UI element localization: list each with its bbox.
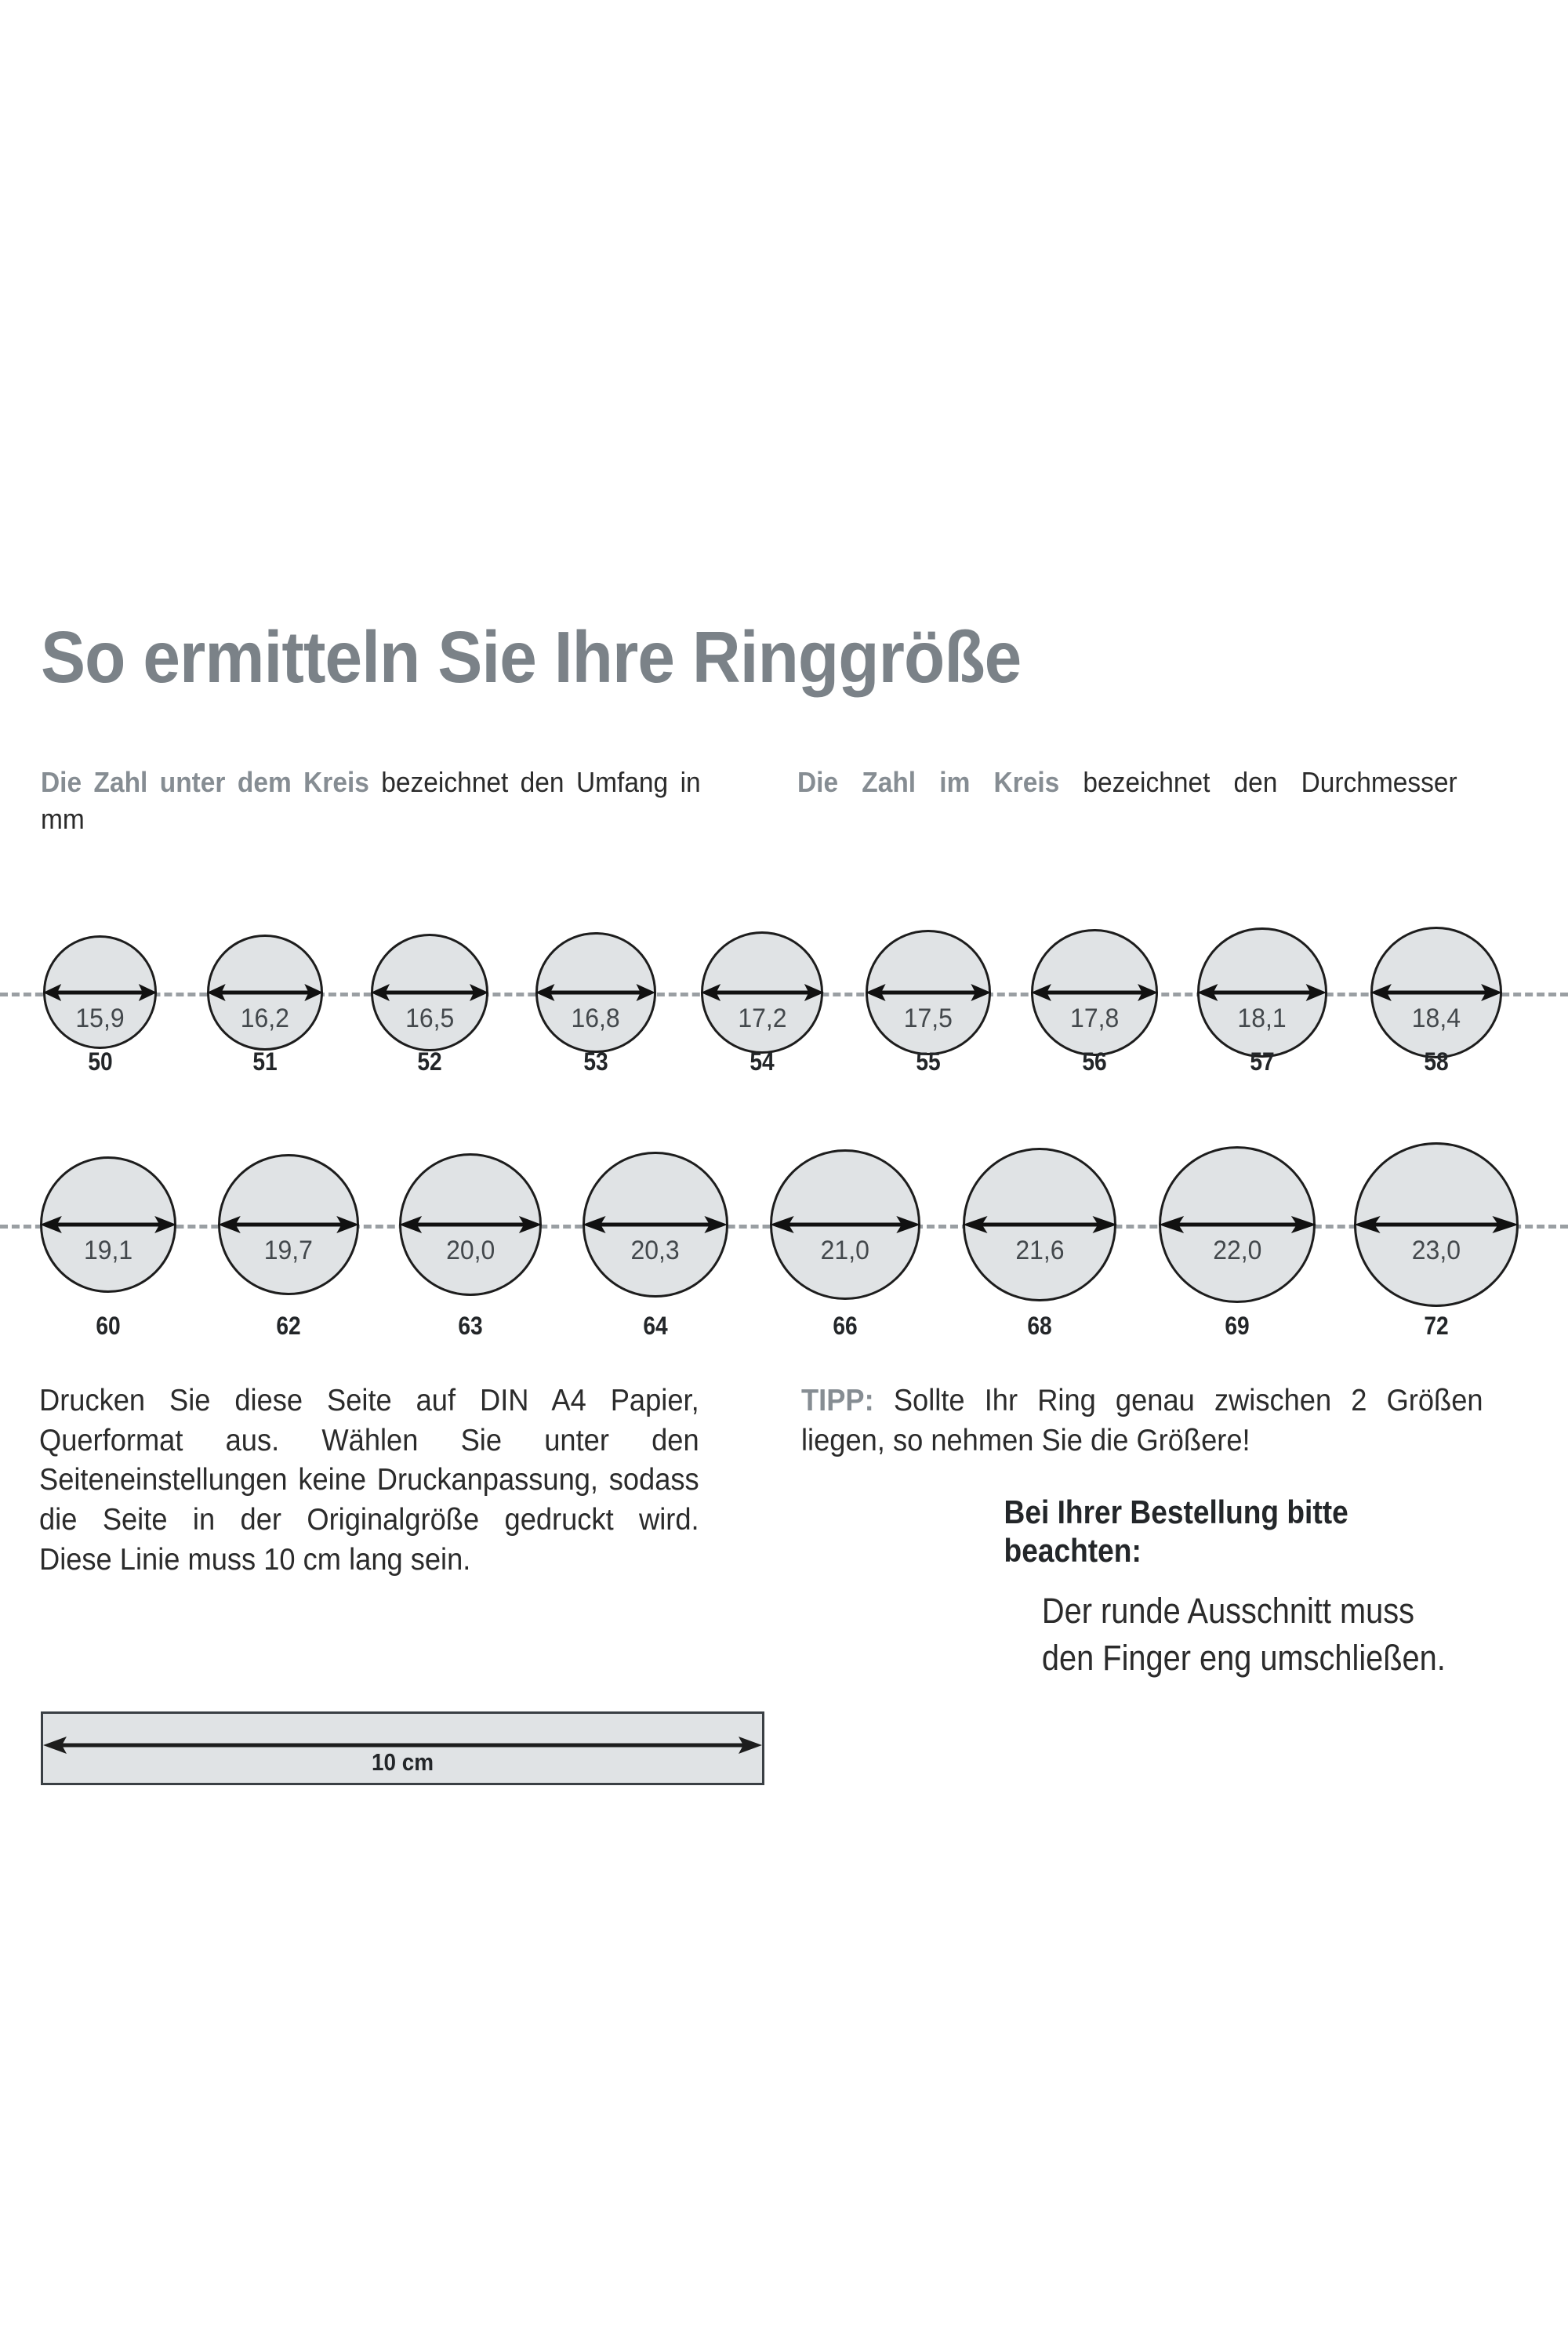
ring-diameter-value: 19,7 [263, 1236, 314, 1265]
ring-diameter-value: 21,0 [820, 1236, 870, 1265]
ring-item: 16,2 51 [0, 894, 1568, 1098]
print-instructions-paragraph-1: Drucken Sie diese Seite auf DIN A4 Papie… [39, 1384, 699, 1537]
ring-diameter-value: 23,0 [1411, 1236, 1461, 1265]
ring-diameter-value: 15,9 [75, 1004, 125, 1033]
ring-diameter-value: 16,8 [571, 1004, 621, 1033]
ten-cm-ruler: 10 cm [41, 1711, 764, 1785]
ruler-label: 10 cm [371, 1748, 434, 1776]
order-note-heading: Bei Ihrer Bestellung bitte beachten: [1004, 1494, 1348, 1570]
ring-item: 18,1 57 [0, 894, 1568, 1098]
ring-item: 17,2 54 [0, 894, 1568, 1098]
ring-size-label: 52 [417, 1047, 442, 1076]
legend-left-rest: bezeichnet den Umfang in mm [41, 766, 701, 835]
ring-row-1: 15,9 50 16,2 51 16,5 52 16,8 53 17,2 54 17,5 55 17,8… [0, 894, 1568, 1098]
ring-diameter-arrow-icon [218, 1215, 360, 1236]
ring-diameter-value: 22,0 [1212, 1236, 1262, 1265]
ring-size-label: 58 [1424, 1047, 1449, 1076]
ring-diameter-arrow-icon [700, 983, 824, 1004]
ring-diameter-value: 17,2 [737, 1004, 787, 1033]
ring-diameter-value: 19,1 [83, 1236, 133, 1265]
ring-diameter-arrow-icon [583, 1215, 728, 1236]
ring-diameter-arrow-icon [1354, 1215, 1519, 1236]
page-title: So ermitteln Sie Ihre Ringgröße [41, 616, 1022, 698]
ring-item: 17,5 55 [0, 894, 1568, 1098]
order-note-body: Der runde Ausschnitt muss den Finger eng… [1041, 1590, 1446, 1679]
ring-size-label: 56 [1082, 1047, 1107, 1076]
ring-size-label: 66 [833, 1312, 858, 1340]
ring-size-label: 68 [1027, 1312, 1052, 1340]
ring-item: 17,8 56 [0, 894, 1568, 1098]
ring-item: 19,1 60 [0, 1113, 1568, 1340]
ring-size-label: 63 [458, 1312, 483, 1340]
ring-size-label: 64 [643, 1312, 668, 1340]
tip-block: TIPP: Sollte Ihr Ring genau zwischen 2 G… [801, 1381, 1483, 1461]
tip-and-order-note: TIPP: Sollte Ihr Ring genau zwischen 2 G… [801, 1381, 1483, 1682]
ring-size-label: 51 [252, 1047, 278, 1076]
legend-right-strong: Die Zahl im Kreis [797, 766, 1060, 798]
ring-size-label: 60 [96, 1312, 121, 1340]
ring-diameter-value: 18,4 [1411, 1004, 1461, 1033]
ring-size-label: 50 [88, 1047, 113, 1076]
ring-item: 19,7 62 [0, 1113, 1568, 1340]
ring-diameter-arrow-icon [370, 983, 488, 1004]
ring-diameter-arrow-icon [1197, 983, 1327, 1004]
tip-label: TIPP: [801, 1384, 874, 1417]
ring-size-label: 54 [750, 1047, 775, 1076]
ring-diameter-arrow-icon [770, 1215, 921, 1236]
ring-item: 15,9 50 [0, 894, 1568, 1098]
ring-size-label: 53 [583, 1047, 608, 1076]
ring-size-label: 72 [1424, 1312, 1449, 1340]
ring-diameter-value: 16,5 [405, 1004, 455, 1033]
ring-size-label: 55 [916, 1047, 941, 1076]
ring-diameter-value: 17,8 [1069, 1004, 1120, 1033]
ring-item: 18,4 58 [0, 894, 1568, 1098]
ring-item: 23,0 72 [0, 1113, 1568, 1340]
legend-right-rest: bezeichnet den Durchmesser [1059, 766, 1457, 798]
ring-diameter-arrow-icon [1030, 983, 1158, 1004]
ring-diameter-arrow-icon [43, 983, 158, 1004]
ring-diameter-arrow-icon [535, 983, 656, 1004]
legend-column-circumference: Die Zahl unter dem Kreis bezeichnet den … [41, 764, 701, 838]
ring-diameter-value: 20,0 [445, 1236, 495, 1265]
ring-diameter-arrow-icon [39, 1215, 176, 1236]
ring-diameter-value: 16,2 [240, 1004, 290, 1033]
ring-row-2: 19,1 60 19,7 62 20,0 63 20,3 64 21,0 66 21,6 68 22,0… [0, 1113, 1568, 1340]
ring-size-label: 69 [1225, 1312, 1250, 1340]
legend: Die Zahl unter dem Kreis bezeichnet den … [41, 764, 1538, 838]
ruler-double-arrow-icon [43, 1736, 762, 1755]
ring-item: 16,5 52 [0, 894, 1568, 1098]
ring-diameter-arrow-icon [962, 1215, 1117, 1236]
print-instructions-paragraph-2: Diese Linie muss 10 cm lang sein. [39, 1542, 471, 1577]
ring-diameter-arrow-icon [398, 1215, 542, 1236]
ring-item: 21,0 66 [0, 1113, 1568, 1340]
legend-left-strong: Die Zahl unter dem Kreis [41, 766, 369, 798]
ring-diameter-arrow-icon [207, 983, 324, 1004]
ring-diameter-value: 21,6 [1014, 1236, 1065, 1265]
ring-diameter-value: 20,3 [630, 1236, 681, 1265]
ring-item: 20,0 63 [0, 1113, 1568, 1340]
ring-diameter-value: 18,1 [1237, 1004, 1287, 1033]
print-instructions: Drucken Sie diese Seite auf DIN A4 Papie… [39, 1381, 699, 1580]
ring-item: 20,3 64 [0, 1113, 1568, 1340]
ring-size-label: 57 [1250, 1047, 1275, 1076]
ring-diameter-arrow-icon [866, 983, 992, 1004]
ring-size-label: 62 [276, 1312, 301, 1340]
tip-text: Sollte Ihr Ring genau zwischen 2 Größen … [801, 1384, 1483, 1457]
ring-diameter-arrow-icon [1370, 983, 1503, 1004]
ring-item: 21,6 68 [0, 1113, 1568, 1340]
ring-item: 22,0 69 [0, 1113, 1568, 1340]
ring-diameter-arrow-icon [1158, 1215, 1316, 1236]
legend-column-diameter: Die Zahl im Kreis bezeichnet den Durchme… [797, 764, 1457, 838]
ring-item: 16,8 53 [0, 894, 1568, 1098]
ring-diameter-value: 17,5 [903, 1004, 953, 1033]
